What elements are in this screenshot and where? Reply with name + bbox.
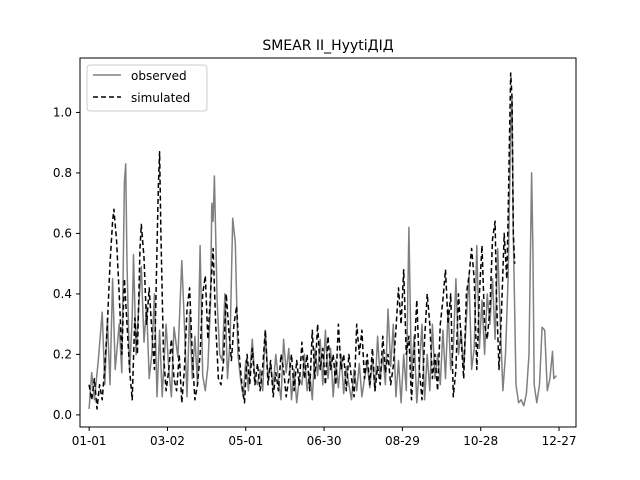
y-tick-label: 1.0 [53,105,72,119]
legend: observed simulated [86,64,208,112]
legend-label-observed: observed [131,69,187,83]
x-tick-label: 08-29 [385,434,420,448]
y-tick-label: 0.4 [53,287,72,301]
series-line-simulated [88,72,516,410]
y-axis: 0.0 0.2 0.4 0.6 0.8 1.0 [53,105,80,422]
y-tick-label: 0.8 [53,166,72,180]
y-tick-label: 0.6 [53,226,72,240]
x-axis: 01-01 03-02 05-01 06-30 08-29 10-28 12-27 [72,427,577,448]
x-tick-label: 12-27 [542,434,577,448]
x-tick-label: 05-01 [228,434,263,448]
x-tick-label: 03-02 [150,434,185,448]
y-tick-label: 0.2 [53,347,72,361]
y-tick-label: 0.0 [53,408,72,422]
x-tick-label: 10-28 [463,434,498,448]
plot-area-frame [79,57,577,428]
legend-label-simulated: simulated [131,91,190,105]
series-layer [88,72,557,410]
x-tick-label: 06-30 [307,434,342,448]
x-tick-label: 01-01 [72,434,107,448]
legend-box [86,64,208,112]
chart-title: SMEAR II_HyytiДIД [262,38,393,54]
